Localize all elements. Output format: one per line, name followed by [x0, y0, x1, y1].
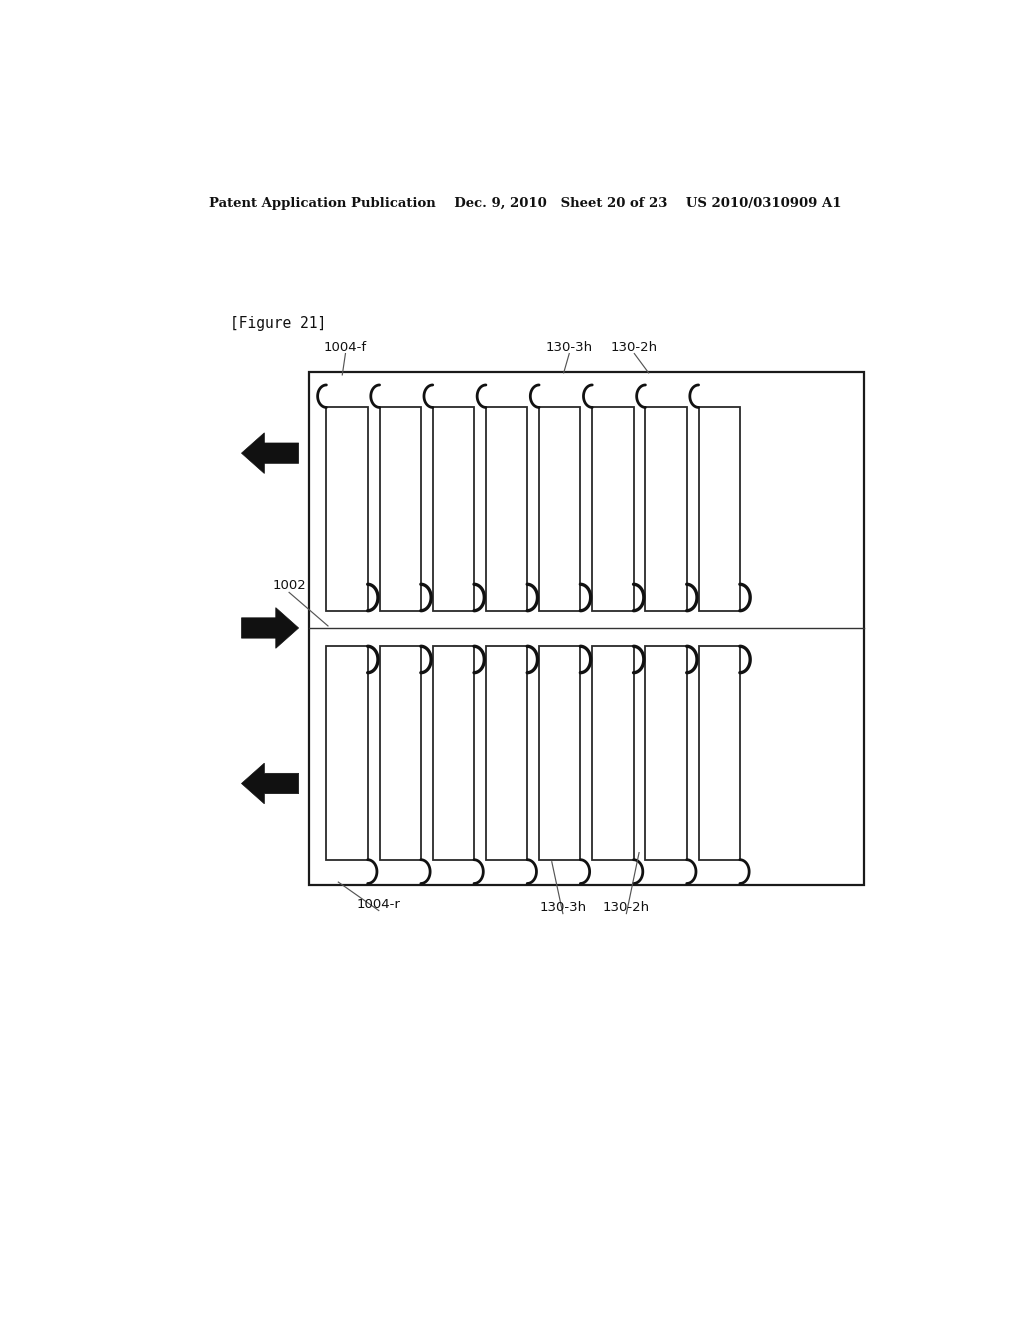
Polygon shape — [242, 607, 299, 648]
Text: 1004-f: 1004-f — [324, 341, 367, 354]
Polygon shape — [242, 763, 299, 804]
Bar — [433, 408, 474, 611]
Bar — [539, 408, 581, 611]
Bar — [698, 647, 740, 859]
Bar — [327, 408, 368, 611]
Bar — [592, 647, 634, 859]
Bar — [698, 408, 740, 611]
Text: 130-2h: 130-2h — [603, 900, 650, 913]
Text: 1004-r: 1004-r — [356, 898, 400, 911]
Text: Patent Application Publication    Dec. 9, 2010   Sheet 20 of 23    US 2010/03109: Patent Application Publication Dec. 9, 2… — [209, 197, 841, 210]
Bar — [309, 372, 864, 886]
Polygon shape — [242, 433, 299, 474]
Bar — [380, 408, 421, 611]
Bar — [645, 408, 687, 611]
Bar — [433, 647, 474, 859]
Text: 130-3h: 130-3h — [546, 341, 593, 354]
Bar — [380, 647, 421, 859]
Text: 1002: 1002 — [272, 579, 306, 593]
Bar — [539, 647, 581, 859]
Bar — [486, 408, 527, 611]
Bar — [592, 408, 634, 611]
Bar — [327, 647, 368, 859]
Text: [Figure 21]: [Figure 21] — [229, 315, 326, 330]
Text: 130-2h: 130-2h — [610, 341, 657, 354]
Text: 130-3h: 130-3h — [540, 900, 587, 913]
Bar — [645, 647, 687, 859]
Bar — [486, 647, 527, 859]
